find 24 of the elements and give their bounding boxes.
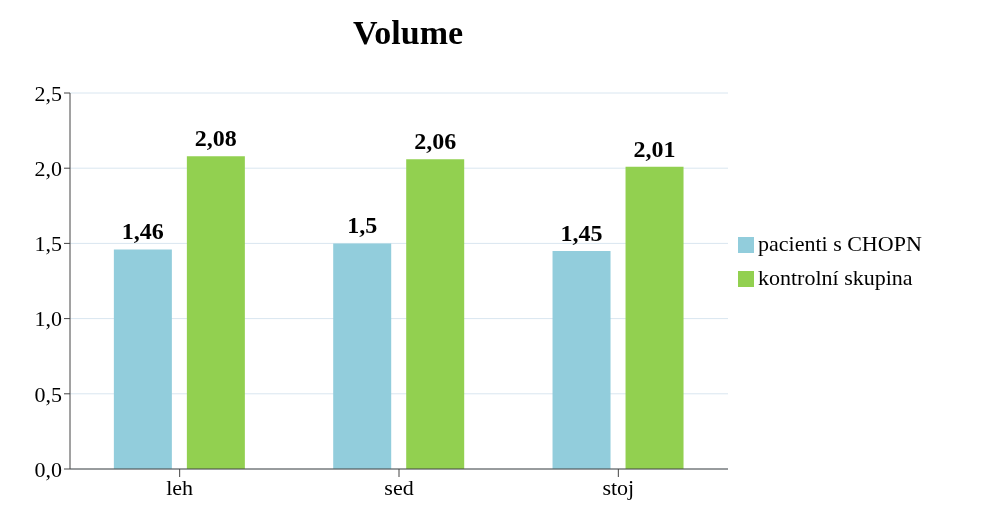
chart-title: Volume bbox=[351, 14, 465, 52]
bar bbox=[625, 166, 684, 469]
bar bbox=[333, 243, 392, 469]
y-tick-label: 2,0 bbox=[34, 156, 62, 182]
y-tick-label: 1,0 bbox=[34, 306, 62, 332]
data-label: 2,01 bbox=[633, 135, 676, 162]
bar bbox=[186, 156, 245, 469]
y-tick-label: 1,5 bbox=[34, 231, 62, 257]
legend-label: pacienti s CHOPN bbox=[758, 230, 922, 256]
y-tick-label: 2,5 bbox=[34, 80, 62, 106]
bar bbox=[113, 249, 172, 469]
y-tick-label: 0,5 bbox=[34, 381, 62, 407]
legend-label: kontrolní skupina bbox=[758, 264, 913, 290]
x-tick-label: leh bbox=[166, 474, 194, 500]
data-label: 1,45 bbox=[560, 219, 603, 246]
bar bbox=[552, 250, 611, 469]
data-label: 2,06 bbox=[414, 128, 457, 155]
y-tick-label: 0,0 bbox=[34, 456, 62, 482]
data-label: 2,08 bbox=[194, 125, 237, 152]
data-label: 1,5 bbox=[347, 212, 378, 239]
bar bbox=[406, 159, 465, 469]
x-tick-label: stoj bbox=[602, 474, 635, 500]
data-label: 1,46 bbox=[121, 218, 164, 245]
x-tick-label: sed bbox=[384, 474, 414, 500]
